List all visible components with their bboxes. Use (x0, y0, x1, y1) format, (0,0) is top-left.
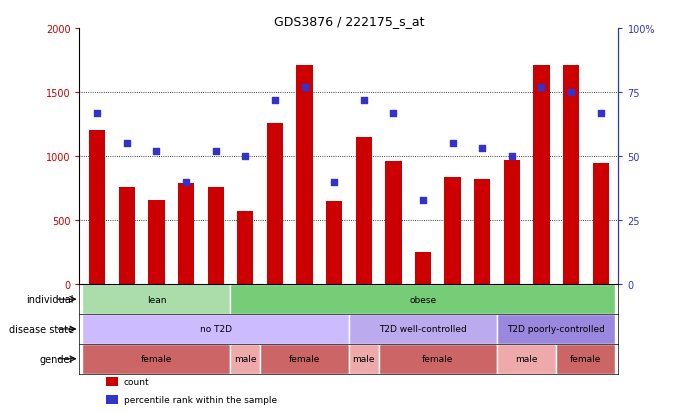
Bar (349, 344, 379, 374)
Point (269, 97, 281, 104)
Bar (474, 180, 491, 285)
Text: female: female (570, 354, 602, 363)
Bar (178, 183, 194, 285)
Point (417, 197, 428, 204)
Text: lean: lean (146, 295, 167, 304)
Bar (106, 377, 118, 386)
Point (299, 84, 310, 91)
Point (477, 146, 488, 152)
Point (358, 97, 369, 104)
Title: GDS3876 / 222175_s_at: GDS3876 / 222175_s_at (274, 15, 424, 28)
Bar (260, 344, 349, 374)
Point (595, 110, 606, 116)
Bar (385, 162, 401, 285)
Bar (415, 253, 431, 285)
Bar (231, 344, 260, 374)
Text: male: male (352, 354, 375, 363)
Text: male: male (234, 354, 256, 363)
Bar (82, 314, 349, 344)
Bar (237, 212, 254, 285)
Text: female: female (422, 354, 453, 363)
Bar (349, 314, 497, 344)
Bar (563, 66, 579, 285)
Text: percentile rank within the sample: percentile rank within the sample (124, 395, 277, 404)
Bar (533, 66, 549, 285)
Bar (296, 66, 312, 285)
Bar (82, 285, 231, 314)
Point (92, 110, 103, 116)
Bar (267, 123, 283, 285)
Text: gender: gender (39, 354, 74, 364)
Bar (379, 344, 497, 374)
Text: individual: individual (26, 294, 74, 304)
Bar (356, 138, 372, 285)
Point (151, 148, 162, 155)
Bar (106, 396, 118, 404)
Bar (149, 200, 164, 285)
Bar (231, 285, 616, 314)
Point (507, 154, 518, 160)
Text: count: count (124, 377, 149, 386)
Bar (592, 163, 609, 285)
Bar (497, 344, 556, 374)
Point (329, 179, 340, 185)
Bar (326, 202, 342, 285)
Text: female: female (141, 354, 172, 363)
Bar (556, 344, 616, 374)
Point (210, 148, 221, 155)
Point (240, 154, 251, 160)
Text: T2D poorly-controlled: T2D poorly-controlled (507, 325, 605, 334)
Point (536, 84, 547, 91)
Point (180, 179, 191, 185)
Point (565, 90, 576, 96)
Bar (119, 188, 135, 285)
Bar (497, 314, 616, 344)
Point (122, 141, 133, 147)
Bar (89, 131, 105, 285)
Text: female: female (289, 354, 320, 363)
Bar (82, 344, 231, 374)
Bar (504, 161, 520, 285)
Bar (444, 177, 461, 285)
Text: male: male (515, 354, 538, 363)
Point (447, 141, 458, 147)
Bar (207, 188, 224, 285)
Text: no T2D: no T2D (200, 325, 231, 334)
Point (388, 110, 399, 116)
Text: T2D well-controlled: T2D well-controlled (379, 325, 467, 334)
Text: obese: obese (410, 295, 437, 304)
Text: disease state: disease state (9, 324, 74, 334)
